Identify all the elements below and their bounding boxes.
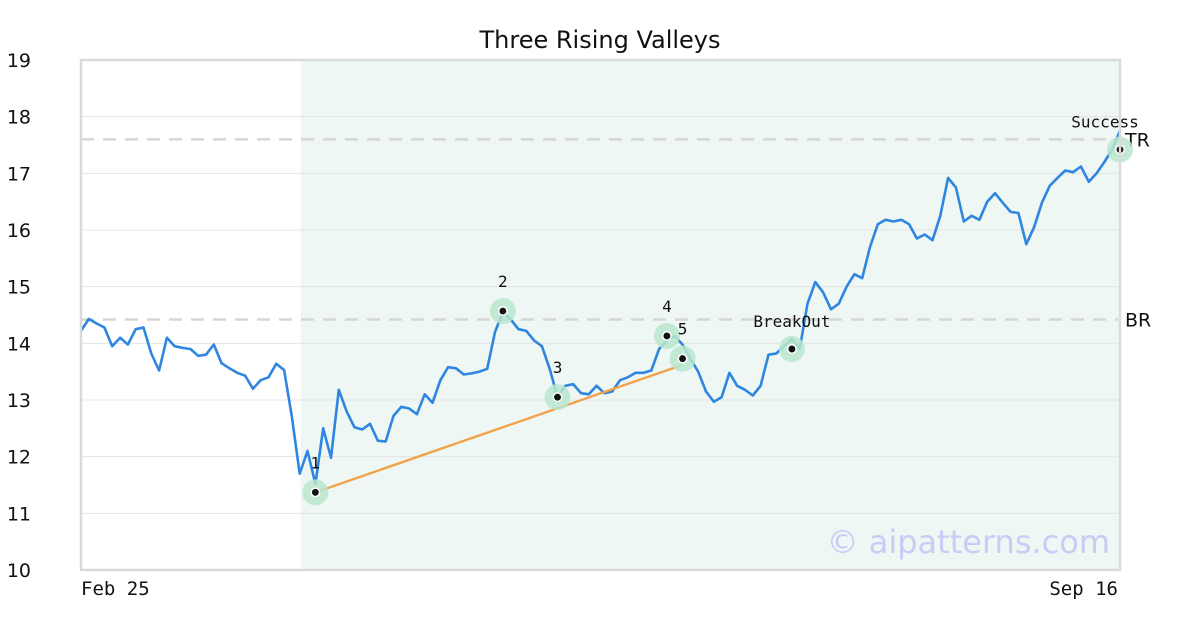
marker-dot-3 [552, 392, 563, 403]
marker-dot-5 [677, 353, 688, 364]
y-tick-label: 11 [7, 503, 31, 525]
y-tick-label: 19 [7, 50, 31, 72]
annotation-label-success: Success [1071, 113, 1138, 132]
annotation-label-breakout: BreakOut [753, 312, 830, 331]
x-tick-label: Feb 25 [81, 578, 150, 600]
y-tick-label: 10 [7, 560, 31, 582]
reference-label-br: BR [1125, 310, 1151, 332]
trendline [314, 363, 683, 494]
y-tick-label: 14 [7, 333, 31, 355]
x-tick-label: Sep 16 [1049, 578, 1118, 600]
annotations-layer: 1 2 3 45 BreakOut Success [302, 113, 1139, 506]
y-tick-label: 13 [7, 390, 31, 412]
marker-dot-4 [661, 331, 672, 341]
annotation-label-5: 5 [678, 320, 688, 339]
gridlines-layer [81, 116, 1120, 514]
price-line [79, 130, 1122, 486]
y-tick-label: 16 [7, 220, 31, 242]
y-tick-label: 15 [7, 277, 31, 299]
annotation-label-2: 2 [498, 272, 508, 291]
marker-dot-2 [497, 306, 508, 316]
y-tick-label: 12 [7, 447, 31, 469]
plot-frame-layer [79, 58, 1122, 572]
annotation-label-3: 3 [553, 358, 563, 377]
marker-dot-1 [310, 487, 321, 498]
series-layer [79, 130, 1122, 494]
plot-frame [79, 58, 1122, 572]
watermark: © aipatterns.com [827, 523, 1110, 561]
annotation-label-4: 4 [662, 297, 672, 316]
pattern-shaded-region [300, 60, 1121, 570]
chart-title: Three Rising Valleys [478, 26, 720, 54]
plot-background-layer [81, 60, 1121, 570]
x-tick-labels: Feb 25 Sep 16 [81, 578, 1118, 600]
y-tick-labels: 10 11 12 13 14 15 16 17 18 19 [7, 50, 31, 582]
watermark-layer: © aipatterns.com [827, 523, 1110, 561]
y-tick-label: 18 [7, 107, 31, 129]
annotation-label-1: 1 [311, 453, 321, 472]
y-tick-label: 17 [7, 163, 31, 185]
marker-dot-breakout [786, 344, 797, 354]
